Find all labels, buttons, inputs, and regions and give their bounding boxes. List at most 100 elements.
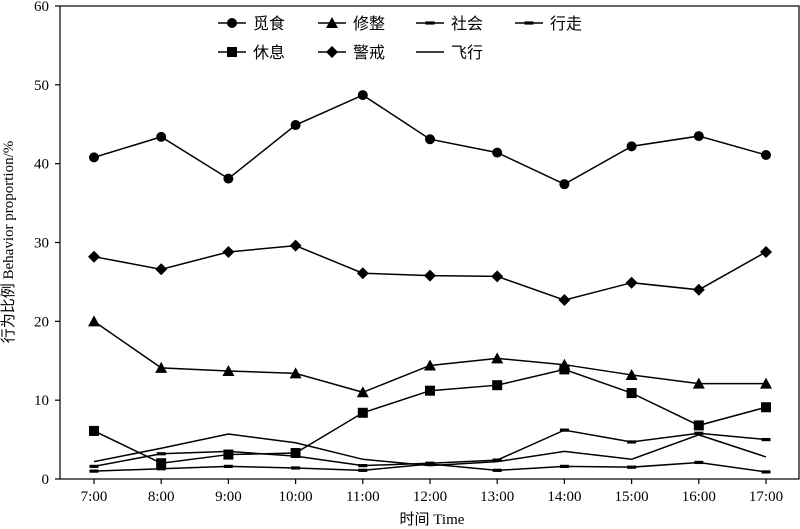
data-point xyxy=(88,315,100,327)
legend-marker xyxy=(227,18,237,28)
legend-item: 行走 xyxy=(515,15,582,33)
y-tick-label: 30 xyxy=(34,236,49,252)
data-point xyxy=(291,466,301,470)
legend-item: 社会 xyxy=(416,15,483,33)
data-point xyxy=(357,90,368,101)
data-point xyxy=(760,377,772,389)
data-point xyxy=(289,239,302,252)
data-point xyxy=(356,267,369,280)
data-point xyxy=(559,464,569,468)
data-point xyxy=(625,368,638,380)
data-point xyxy=(492,380,503,391)
data-point xyxy=(88,250,100,263)
legend-label: 警戒 xyxy=(353,44,385,62)
x-tick-label: 9:00 xyxy=(215,489,242,505)
data-point xyxy=(626,388,637,399)
series-line xyxy=(93,433,767,467)
data-point xyxy=(760,245,772,258)
data-point xyxy=(156,458,167,469)
x-tick-label: 7:00 xyxy=(81,489,108,505)
legend-label: 飞行 xyxy=(451,44,483,62)
legend-item: 飞行 xyxy=(416,44,483,62)
data-point xyxy=(491,270,504,283)
data-point xyxy=(223,449,234,460)
plot-frame xyxy=(59,5,800,480)
legend-label: 修整 xyxy=(353,15,385,33)
y-tick-label: 20 xyxy=(34,314,49,330)
data-point xyxy=(692,377,705,389)
data-point xyxy=(89,152,99,163)
y-tick-label: 60 xyxy=(34,0,49,15)
data-point xyxy=(761,437,771,442)
series-layer xyxy=(88,90,772,474)
data-point xyxy=(357,407,368,418)
data-point xyxy=(222,245,235,258)
legend-item: 休息 xyxy=(218,44,285,62)
legend-label: 行走 xyxy=(550,15,582,33)
legend-marker xyxy=(326,17,338,28)
data-point xyxy=(693,131,704,142)
data-point xyxy=(156,452,166,456)
legend-item: 警戒 xyxy=(318,44,385,62)
legend-label: 觅食 xyxy=(253,15,285,33)
data-point xyxy=(89,469,99,473)
data-point xyxy=(626,141,637,152)
legend-marker xyxy=(425,21,435,25)
data-point xyxy=(424,359,436,371)
series-4 xyxy=(89,364,771,469)
x-tick-label: 8:00 xyxy=(148,489,175,505)
data-point xyxy=(156,131,167,142)
series-line xyxy=(93,429,767,468)
series-2 xyxy=(89,428,771,468)
data-point xyxy=(559,179,570,190)
data-point xyxy=(625,276,638,289)
data-point xyxy=(290,120,301,131)
series-6 xyxy=(93,433,767,467)
legend-item: 修整 xyxy=(318,15,385,33)
data-point xyxy=(289,367,302,379)
series-0 xyxy=(89,90,771,190)
data-point xyxy=(491,352,504,364)
data-point xyxy=(559,428,569,432)
series-3 xyxy=(89,460,771,474)
series-1 xyxy=(88,315,772,398)
data-point xyxy=(694,431,704,435)
data-point xyxy=(89,464,99,468)
data-point xyxy=(627,465,637,469)
data-point xyxy=(89,425,99,436)
y-tick-label: 10 xyxy=(34,393,49,409)
axes: 0 10 20 30 40 50 60 7:00 8:00 9:00 10:00 11:00 12:00… xyxy=(34,0,800,505)
x-axis-title: 时间 Time xyxy=(400,511,465,528)
legend-label: 社会 xyxy=(451,15,483,33)
data-point xyxy=(222,364,235,376)
data-point xyxy=(356,386,369,398)
x-tick-label: 14:00 xyxy=(547,489,581,505)
y-tick-label: 0 xyxy=(42,472,50,488)
data-point xyxy=(558,294,571,307)
data-point xyxy=(425,462,435,466)
series-line xyxy=(93,368,767,465)
x-tick-label: 11:00 xyxy=(346,489,380,505)
legend-item: 觅食 xyxy=(218,15,285,33)
data-point xyxy=(492,458,502,462)
data-point xyxy=(223,173,234,184)
data-point xyxy=(559,364,570,375)
x-tick-label: 10:00 xyxy=(279,489,313,505)
legend-marker xyxy=(326,46,338,58)
legend-marker xyxy=(227,47,237,57)
data-point xyxy=(492,468,502,472)
data-point xyxy=(155,263,168,276)
data-point xyxy=(358,463,368,468)
x-tick-label: 15:00 xyxy=(615,489,649,505)
y-axis-title: 行为比例 Behavior proportion/% xyxy=(0,141,17,343)
x-tick-label: 13:00 xyxy=(480,489,514,505)
legend-label: 休息 xyxy=(253,44,285,62)
y-tick-label: 40 xyxy=(34,157,49,173)
data-point xyxy=(693,420,704,431)
data-point xyxy=(692,283,705,296)
data-point xyxy=(425,134,435,145)
data-point xyxy=(694,460,704,465)
data-point xyxy=(155,361,168,373)
